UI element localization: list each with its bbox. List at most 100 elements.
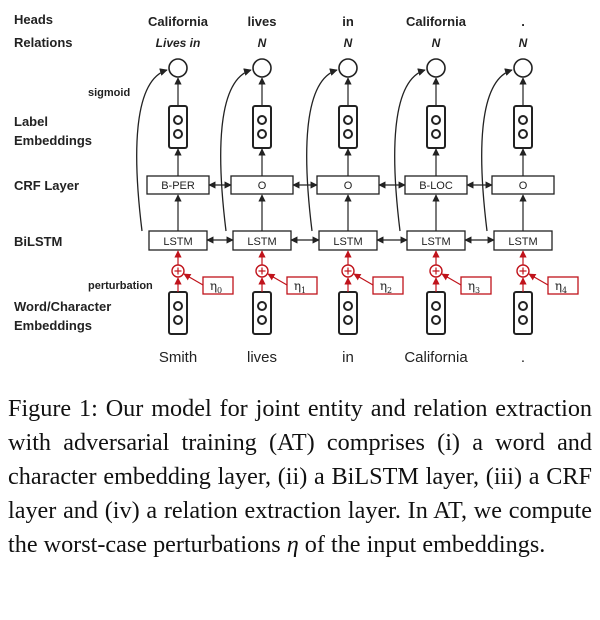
label-embedding-2-cell	[257, 115, 267, 125]
row-label-perturbation: perturbation	[88, 280, 153, 292]
sigmoid-node-5	[513, 58, 533, 78]
word-embedding-2-cell	[257, 301, 267, 311]
eta-subscript-4: 3	[475, 286, 480, 295]
row-label-label-embeddings-1: Label	[14, 114, 48, 129]
head-label-3: in	[342, 14, 354, 29]
relation-curve-1	[136, 68, 168, 232]
relation-label-1: Lives in	[156, 36, 201, 50]
crf-label-3: O	[344, 180, 353, 192]
row-label-sigmoid: sigmoid	[88, 87, 130, 99]
label-embedding-2-frame	[252, 105, 272, 149]
row-label-word-character-1: Word/Character	[14, 299, 111, 314]
label-embedding-3-frame	[338, 105, 358, 149]
eta-box-2	[286, 276, 318, 295]
word-embedding-5-cell	[518, 315, 528, 325]
head-label-4: California	[406, 14, 467, 29]
relation-label-2: N	[258, 36, 267, 50]
row-label-heads: Heads	[14, 12, 53, 27]
eta-arrow-5	[528, 273, 549, 286]
label-embedding-3-cell	[343, 115, 353, 125]
word-label-5: .	[521, 349, 525, 366]
eta-subscript-2: 1	[301, 286, 306, 295]
label-embedding-1	[168, 105, 188, 149]
row-label-crf-layer: CRF Layer	[14, 178, 79, 193]
eta-arrow-2	[267, 273, 288, 286]
head-label-1: California	[148, 14, 209, 29]
label-embedding-4-cell	[431, 115, 441, 125]
eta-arrow-3	[353, 273, 374, 286]
label-embedding-2-cell	[257, 129, 267, 139]
word-embedding-5-frame	[513, 291, 533, 335]
eta-box-4	[460, 276, 492, 295]
label-embedding-1-frame	[168, 105, 188, 149]
relation-curve-3	[306, 68, 338, 232]
lstm-label-4: LSTM	[421, 236, 450, 248]
relation-curve-4	[394, 68, 426, 232]
word-embedding-1-cell	[173, 301, 183, 311]
crf-label-4: B-LOC	[419, 180, 453, 192]
label-embedding-4	[426, 105, 446, 149]
crf-label-2: O	[258, 180, 267, 192]
word-embedding-3	[338, 291, 358, 335]
word-label-1: Smith	[159, 349, 197, 366]
label-embedding-3-cell	[343, 129, 353, 139]
word-embedding-3-frame	[338, 291, 358, 335]
lstm-label-3: LSTM	[333, 236, 362, 248]
lstm-label-2: LSTM	[247, 236, 276, 248]
eta-subscript-5: 4	[562, 286, 567, 295]
head-label-2: lives	[248, 14, 277, 29]
word-embedding-4	[426, 291, 446, 335]
label-embedding-5-frame	[513, 105, 533, 149]
word-embedding-3-cell	[343, 301, 353, 311]
word-label-2: lives	[247, 349, 277, 366]
relation-curve-2	[220, 68, 252, 232]
row-label-bilstm: BiLSTM	[14, 234, 62, 249]
sigmoid-node-4	[426, 58, 446, 78]
eta-box-1	[202, 276, 234, 295]
word-embedding-1	[168, 291, 188, 335]
word-embedding-5	[513, 291, 533, 335]
head-label-5: .	[521, 14, 525, 29]
caption-eta-symbol: η	[286, 531, 299, 558]
eta-arrow-4	[441, 273, 462, 286]
label-embedding-5-cell	[518, 129, 528, 139]
lstm-label-5: LSTM	[508, 236, 537, 248]
caption-text-end: of the input embeddings.	[304, 531, 546, 558]
word-embedding-2-cell	[257, 315, 267, 325]
caption-text: Our model for joint entity and relation …	[8, 395, 593, 558]
label-embedding-3	[338, 105, 358, 149]
word-embedding-1-cell	[173, 315, 183, 325]
eta-box-5	[547, 276, 579, 295]
row-label-word-character-2: Embeddings	[14, 318, 92, 333]
caption-label: Figure 1:	[8, 395, 98, 422]
crf-label-5: O	[519, 180, 528, 192]
label-embedding-5-cell	[518, 115, 528, 125]
word-label-3: in	[342, 349, 354, 366]
word-embedding-5-cell	[518, 301, 528, 311]
crf-label-1: B-PER	[161, 180, 195, 192]
relation-curve-5	[481, 68, 513, 232]
lstm-label-1: LSTM	[163, 236, 192, 248]
word-embedding-4-cell	[431, 315, 441, 325]
eta-arrow-1	[183, 273, 204, 286]
label-embedding-4-frame	[426, 105, 446, 149]
relation-label-5: N	[519, 36, 528, 50]
word-embedding-2	[252, 291, 272, 335]
relation-label-4: N	[432, 36, 441, 50]
sigmoid-node-2	[252, 58, 272, 78]
row-label-label-embeddings-2: Embeddings	[14, 133, 92, 148]
word-embedding-2-frame	[252, 291, 272, 335]
label-embedding-5	[513, 105, 533, 149]
eta-subscript-1: 0	[217, 286, 222, 295]
word-embedding-4-cell	[431, 301, 441, 311]
word-embedding-1-frame	[168, 291, 188, 335]
label-embedding-2	[252, 105, 272, 149]
model-architecture-diagram: Heads Relations sigmoid Label Embeddings…	[14, 12, 579, 366]
sigmoid-node-3	[338, 58, 358, 78]
eta-box-3	[372, 276, 404, 295]
word-embedding-3-cell	[343, 315, 353, 325]
label-embedding-1-cell	[173, 115, 183, 125]
label-embedding-1-cell	[173, 129, 183, 139]
row-label-relations: Relations	[14, 35, 73, 50]
